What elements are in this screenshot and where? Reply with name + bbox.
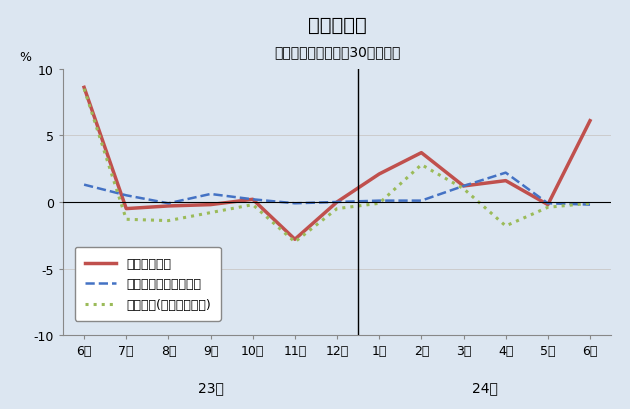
Text: 前年同月比: 前年同月比 xyxy=(307,16,367,35)
Text: 23年: 23年 xyxy=(198,380,224,395)
Legend: 現金給与総額, きまって支給する給与, 実質賃金(現金給与総額): 現金給与総額, きまって支給する給与, 実質賃金(現金給与総額) xyxy=(75,247,220,321)
Text: %: % xyxy=(19,51,31,64)
Text: 24年: 24年 xyxy=(472,380,498,395)
Text: （調査産業計、規模30人以上）: （調査産業計、規模30人以上） xyxy=(274,45,400,59)
